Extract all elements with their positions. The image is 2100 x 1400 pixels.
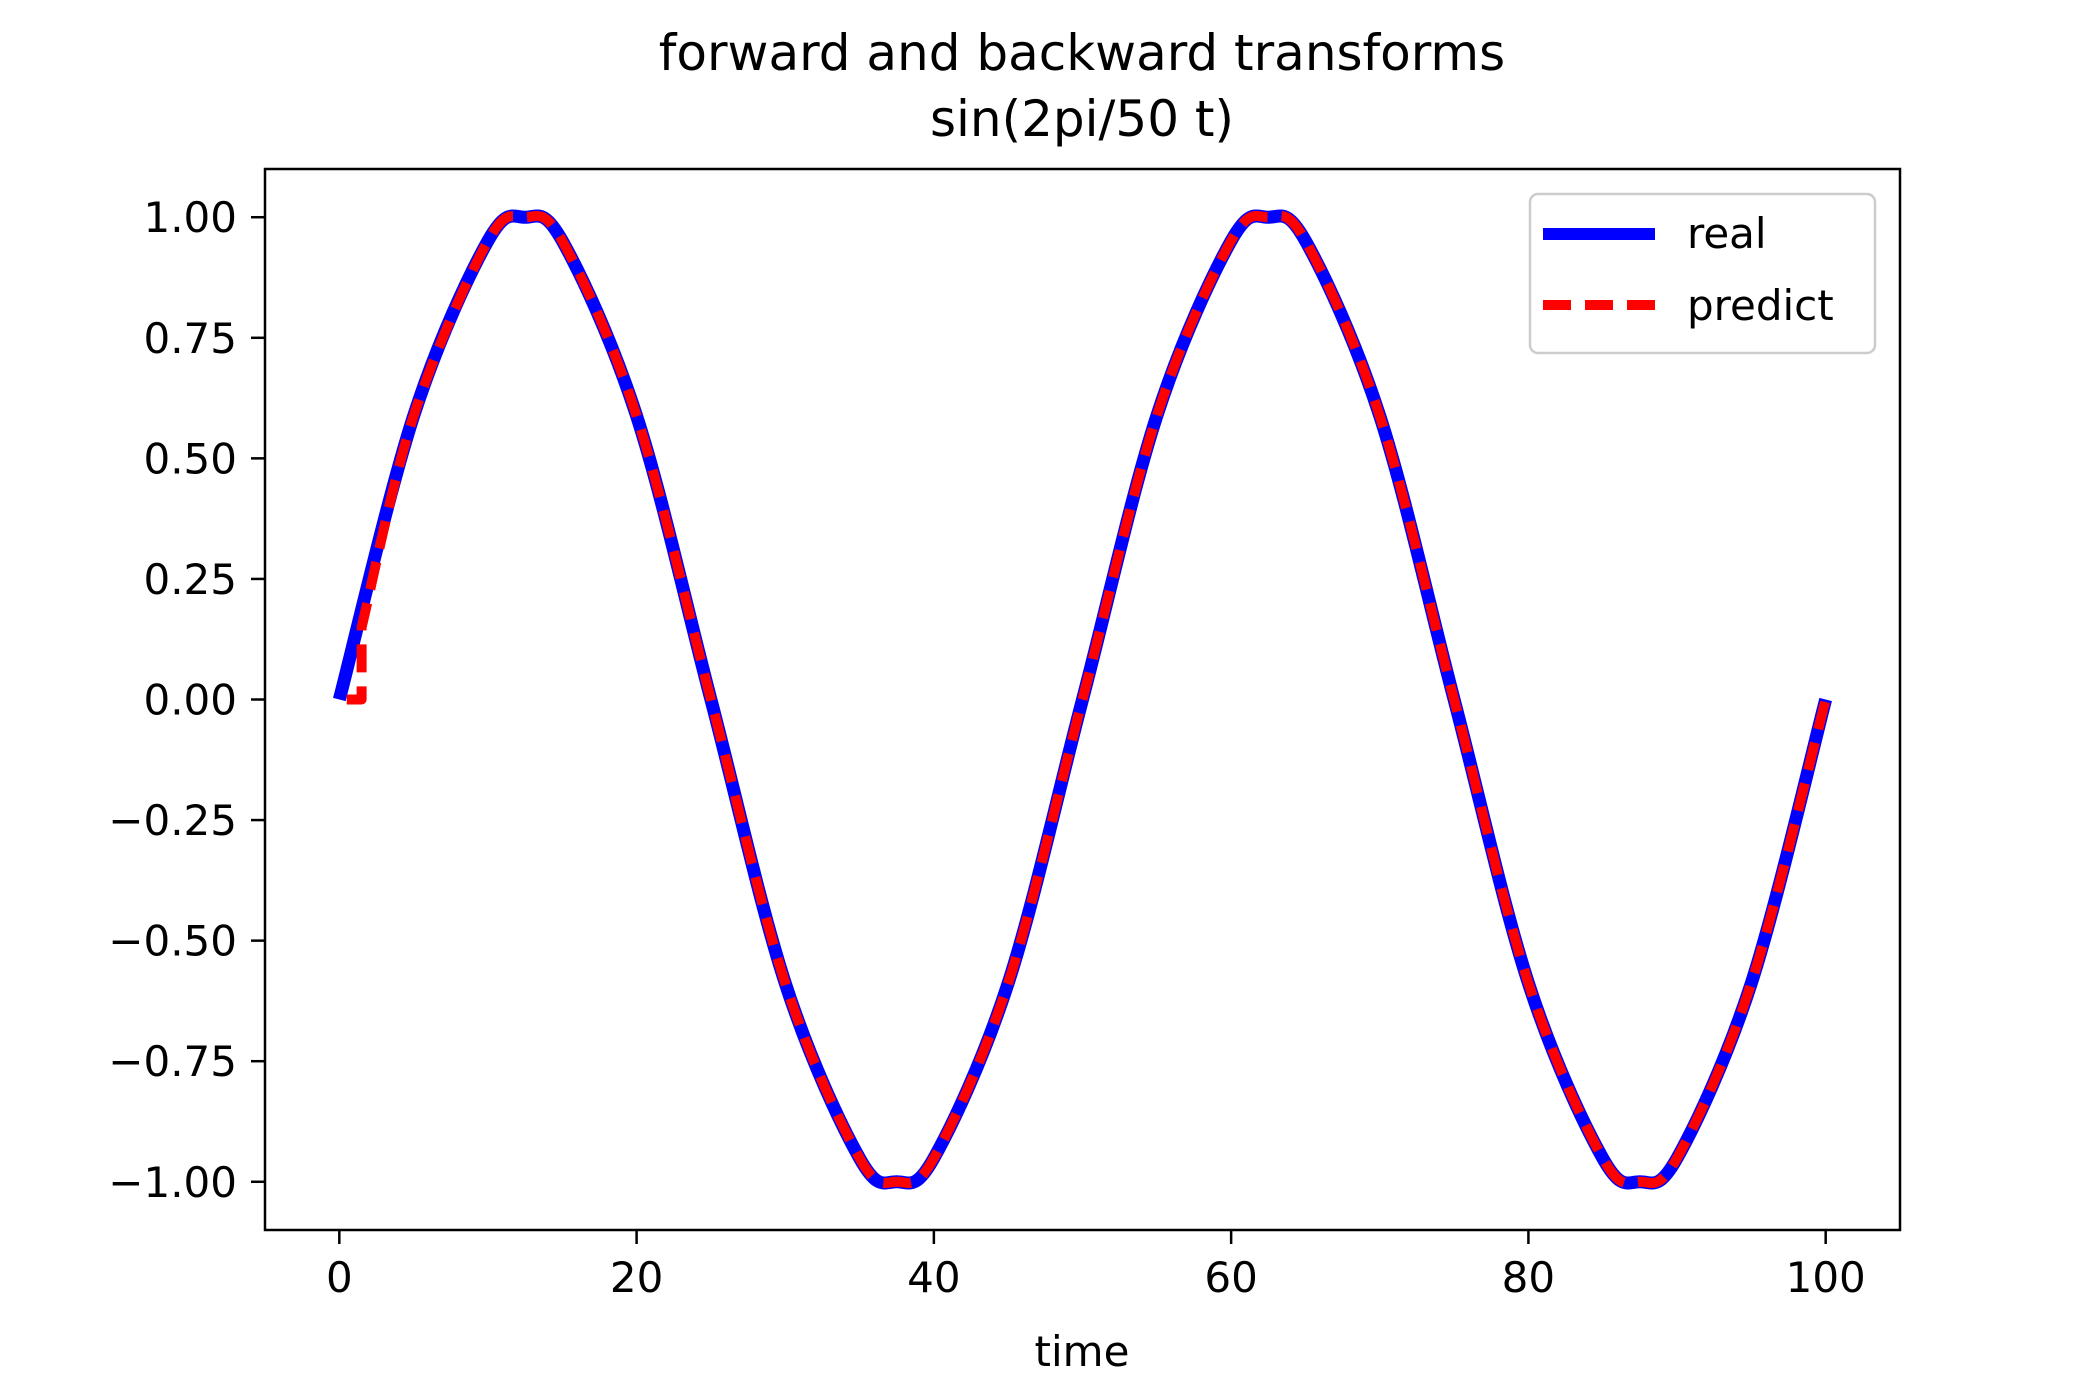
y-axis-ticks: 1.00 0.75 0.50 0.25 0.00 −0.25 −0.50 −0.75 −1.00 xyxy=(108,193,265,1207)
y-tick-label: 0.50 xyxy=(143,434,237,483)
x-tick-label: 100 xyxy=(1786,1253,1866,1302)
y-tick-label: 0.75 xyxy=(143,314,237,363)
x-tick-label: 0 xyxy=(326,1253,353,1302)
x-axis-ticks: 0 20 40 60 80 100 xyxy=(326,1230,1866,1302)
chart-subtitle: sin(2pi/50 t) xyxy=(930,90,1234,148)
y-tick-label: 1.00 xyxy=(143,193,237,242)
y-tick-label: −0.25 xyxy=(108,796,237,845)
y-tick-label: −1.00 xyxy=(108,1158,237,1207)
x-tick-label: 60 xyxy=(1204,1253,1257,1302)
plot-frame xyxy=(263,167,1902,1232)
x-tick-label: 20 xyxy=(610,1253,663,1302)
y-tick-label: 0.25 xyxy=(143,555,237,604)
legend-label-real: real xyxy=(1687,209,1767,258)
x-tick-label: 80 xyxy=(1502,1253,1555,1302)
series-line-predict xyxy=(346,210,1831,1189)
x-tick-label: 40 xyxy=(907,1253,960,1302)
legend: real predict xyxy=(1528,192,1877,355)
chart-title: forward and backward transforms xyxy=(659,24,1505,82)
y-tick-label: −0.50 xyxy=(108,917,237,966)
y-tick-label: 0.00 xyxy=(143,676,237,725)
x-axis-label: time xyxy=(1035,1327,1130,1376)
y-tick-label: −0.75 xyxy=(108,1037,237,1086)
series-layer xyxy=(333,209,1832,1190)
legend-label-predict: predict xyxy=(1687,281,1834,330)
